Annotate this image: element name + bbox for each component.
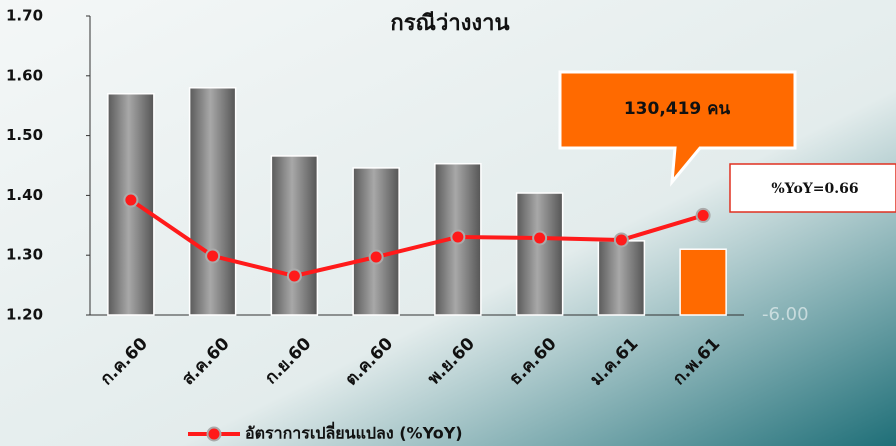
marker [613, 232, 629, 248]
y-tick-label: 1.70 [6, 7, 43, 25]
bar [597, 240, 646, 316]
bar [107, 92, 155, 316]
y-tick-label: 1.30 [6, 246, 43, 264]
y-tick-label: 1.60 [6, 66, 43, 84]
bar [515, 192, 564, 316]
bar [270, 155, 319, 316]
y2-tick-label: -6.00 [762, 304, 809, 325]
marker [450, 229, 466, 245]
legend-marker [206, 426, 222, 442]
annotation-box [729, 163, 896, 213]
bar [352, 167, 400, 316]
line [129, 198, 704, 279]
marker [205, 248, 221, 264]
y-tick-label: 1.20 [6, 306, 43, 324]
marker [695, 207, 711, 223]
legend-label: อัตราการเปลี่ยนแปลง (%YoY) [245, 422, 463, 443]
annotation: %YoY=0.66 [771, 181, 858, 197]
chart-title: กรณีว่างงาน [390, 11, 509, 36]
marker [123, 192, 139, 208]
marker [286, 268, 302, 284]
bar [679, 248, 727, 316]
callout [558, 70, 797, 187]
y-tick-label: 1.50 [6, 126, 43, 144]
marker [532, 230, 548, 246]
y-tick-label: 1.40 [6, 186, 43, 204]
bar [188, 87, 237, 316]
annotation: 130,419 คน [624, 99, 731, 119]
marker [368, 249, 384, 265]
